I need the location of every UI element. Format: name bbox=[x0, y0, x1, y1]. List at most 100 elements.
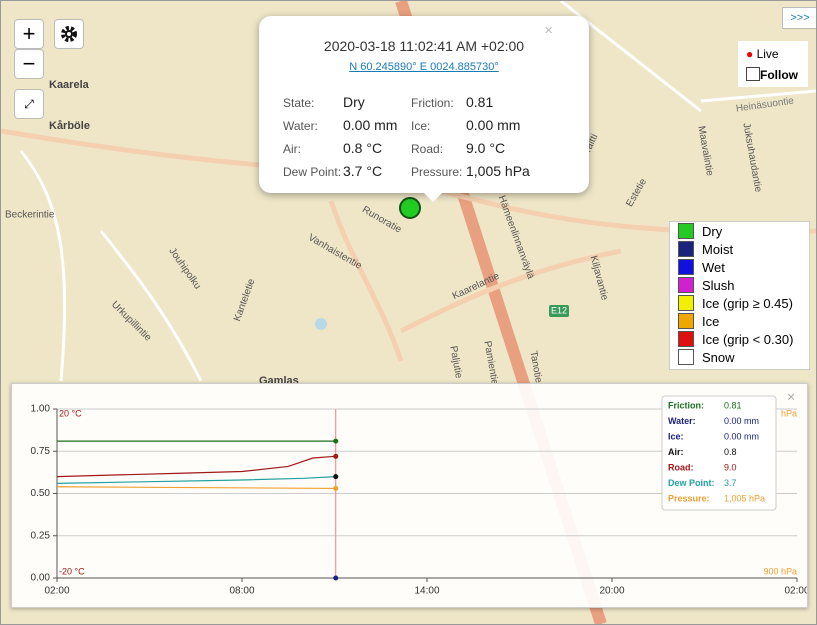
street bbox=[19, 150, 67, 382]
field-label: Road: bbox=[411, 142, 444, 156]
readout-label: Ice: bbox=[668, 431, 684, 441]
field-value: 0.00 mm bbox=[466, 117, 521, 133]
map-label: Jouhipolku bbox=[166, 246, 202, 291]
series-dot bbox=[333, 474, 339, 480]
field-value: 1,005 hPa bbox=[466, 163, 530, 179]
y-tick-label: 1.00 bbox=[31, 404, 51, 415]
road bbox=[399, 248, 622, 334]
readout-label: Dew Point: bbox=[668, 478, 715, 488]
legend-label: Dry bbox=[702, 224, 723, 239]
chart: 0.00 0.25 0.50 0.75 1.00 02:00 08:00 14:00 20:00… bbox=[31, 389, 810, 597]
popup-close[interactable]: × bbox=[544, 22, 553, 39]
legend-swatch bbox=[678, 295, 694, 311]
popup: × 2020-03-18 11:02:41 AM +02:00 N 60.245… bbox=[259, 16, 589, 202]
readout-label: Friction: bbox=[668, 400, 704, 410]
legend-item: Snow bbox=[678, 349, 735, 367]
y-tick-label: 0.50 bbox=[31, 488, 51, 499]
series-dot bbox=[333, 438, 339, 444]
map-label: Urkupillintie bbox=[109, 299, 154, 344]
legend-label: Ice (grip ≥ 0.45) bbox=[702, 296, 793, 311]
station-marker[interactable] bbox=[399, 197, 421, 219]
legend-item: Dry bbox=[678, 223, 722, 241]
readout-label: Water: bbox=[668, 416, 696, 426]
field-value: 3.7 °C bbox=[343, 163, 383, 179]
x-tick-label: 02:00 bbox=[784, 586, 807, 597]
legend: Dry Moist Wet Slush Ice (grip ≥ 0.45) Ice Ice … bbox=[669, 221, 810, 370]
map-label: Kiljavantie bbox=[588, 255, 611, 302]
legend-item: Slush bbox=[678, 277, 735, 295]
readout-value: 3.7 bbox=[724, 478, 737, 488]
live-panel: ● Live Follow bbox=[738, 41, 808, 87]
pond bbox=[315, 318, 327, 330]
legend-swatch bbox=[678, 349, 694, 365]
readout-label: Pressure: bbox=[668, 493, 710, 503]
field-label: Water: bbox=[283, 119, 318, 133]
map-label: Kanteletie bbox=[232, 277, 258, 323]
live-label: Live bbox=[756, 47, 779, 61]
map-label: Juksuhaudantie bbox=[740, 122, 763, 193]
timestamp: 2020-03-18 11:02:41 AM +02:00 bbox=[323, 38, 525, 54]
right-axis-label: hPa bbox=[781, 408, 797, 418]
field-label: State: bbox=[283, 96, 315, 110]
legend-item: Wet bbox=[678, 259, 725, 277]
map-label: Beckerintie bbox=[5, 210, 55, 221]
popup-tail bbox=[424, 193, 442, 202]
map-label: Pamientie bbox=[481, 340, 500, 386]
readout-value: 0.00 mm bbox=[724, 431, 759, 441]
readout-value: 9.0 bbox=[724, 462, 737, 472]
map-label: Paljutie bbox=[447, 345, 464, 380]
left-axis-label: 20 °C bbox=[59, 408, 82, 418]
x-tick-label: 08:00 bbox=[229, 586, 254, 597]
map-label: Kaarela bbox=[49, 79, 90, 91]
x-tick-label: 14:00 bbox=[414, 586, 439, 597]
follow-label: Follow bbox=[760, 68, 798, 82]
coordinates-link[interactable]: N 60.245890° E 0024.885730° bbox=[349, 61, 499, 73]
field-label: Air: bbox=[283, 142, 301, 156]
zoom-out[interactable]: − bbox=[14, 49, 44, 79]
field-value: 0.81 bbox=[466, 94, 494, 110]
legend-item: Ice (grip ≥ 0.45) bbox=[678, 295, 793, 313]
zoom-in[interactable]: + bbox=[14, 19, 44, 49]
left-axis-label: -20 °C bbox=[59, 566, 85, 576]
series-dot bbox=[333, 485, 339, 491]
legend-label: Slush bbox=[702, 278, 735, 293]
readout-label: Road: bbox=[668, 462, 694, 472]
map-label: Kårböle bbox=[49, 120, 90, 132]
map-label: Estetie bbox=[624, 176, 649, 208]
live-toggle[interactable]: ● Live bbox=[746, 47, 779, 61]
fullscreen-button[interactable]: ⤢ bbox=[14, 89, 44, 119]
legend-label: Ice bbox=[702, 314, 720, 329]
expand-button[interactable]: >>> bbox=[782, 7, 816, 29]
x-tick-label: 20:00 bbox=[599, 586, 624, 597]
series-dot bbox=[333, 575, 339, 581]
street bbox=[99, 230, 203, 382]
legend-swatch bbox=[678, 241, 694, 257]
right-axis-label: 900 hPa bbox=[763, 566, 797, 576]
field-label: Dew Point: bbox=[283, 165, 342, 179]
legend-label: Snow bbox=[702, 350, 735, 365]
legend-swatch bbox=[678, 259, 694, 275]
follow-toggle[interactable]: Follow bbox=[746, 67, 798, 82]
legend-swatch bbox=[678, 223, 694, 239]
legend-label: Moist bbox=[702, 242, 734, 257]
legend-swatch bbox=[678, 331, 694, 347]
field-label: Ice: bbox=[411, 119, 431, 133]
series-line bbox=[56, 455, 336, 478]
readout-value: 0.00 mm bbox=[724, 416, 759, 426]
series-line bbox=[56, 476, 336, 484]
y-tick-label: 0.00 bbox=[31, 573, 51, 584]
map-label: Runoratie bbox=[360, 204, 403, 235]
settings-button[interactable] bbox=[54, 19, 84, 49]
y-tick-label: 0.75 bbox=[31, 446, 51, 457]
series-dot bbox=[333, 453, 339, 459]
field-label: Pressure: bbox=[411, 165, 463, 179]
road bbox=[328, 200, 404, 362]
legend-label: Ice (grip < 0.30) bbox=[702, 332, 794, 347]
legend-label: Wet bbox=[702, 260, 725, 275]
series-line bbox=[56, 486, 336, 490]
readout-box bbox=[661, 395, 777, 511]
field-value: 0.8 °C bbox=[343, 140, 383, 156]
chart-close[interactable]: × bbox=[787, 389, 795, 405]
